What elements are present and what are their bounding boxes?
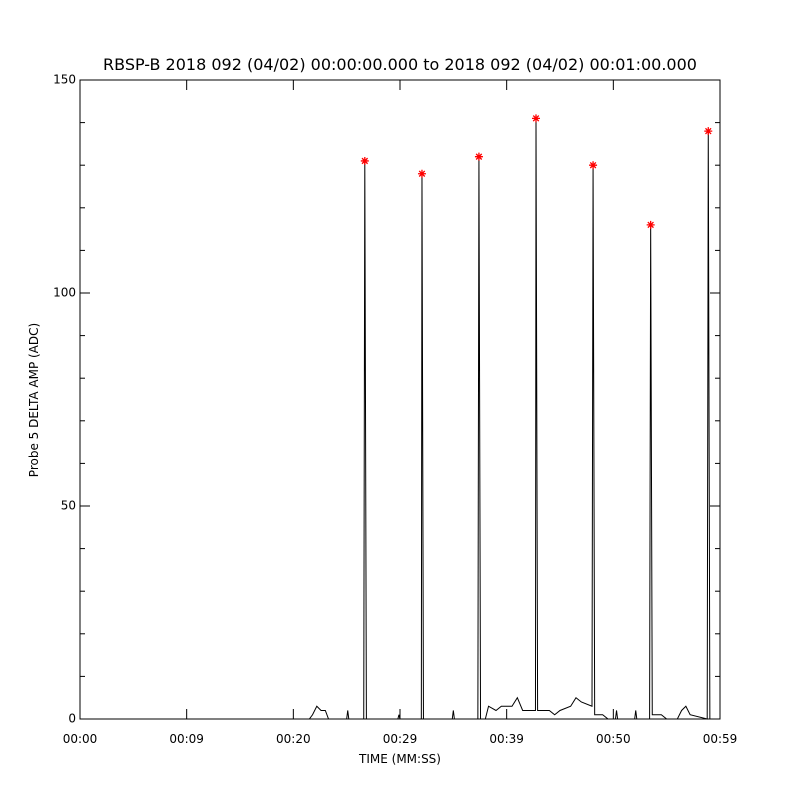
x-tick-label: 00:09 bbox=[169, 732, 204, 746]
peak-marker bbox=[704, 127, 713, 136]
y-tick-label: 100 bbox=[53, 286, 76, 300]
peak-marker bbox=[474, 152, 483, 161]
x-tick-label: 00:29 bbox=[383, 732, 418, 746]
peak-marker bbox=[417, 169, 426, 178]
x-tick-label: 00:00 bbox=[63, 732, 98, 746]
x-tick-label: 00:20 bbox=[276, 732, 311, 746]
x-axis-label: TIME (MM:SS) bbox=[358, 752, 441, 766]
y-tick-label: 50 bbox=[61, 499, 76, 513]
plot-frame bbox=[79, 79, 721, 720]
x-tick-label: 00:39 bbox=[489, 732, 524, 746]
data-line bbox=[80, 118, 720, 720]
y-tick-label: 150 bbox=[53, 73, 76, 87]
chart-title: RBSP-B 2018 092 (04/02) 00:00:00.000 to … bbox=[103, 55, 697, 74]
x-tick-label: 00:50 bbox=[596, 732, 631, 746]
peak-marker bbox=[646, 220, 655, 229]
y-tick-label: 0 bbox=[68, 712, 76, 726]
peak-marker bbox=[589, 161, 598, 170]
y-axis-label: Probe 5 DELTA AMP (ADC) bbox=[27, 323, 41, 477]
peak-marker bbox=[360, 156, 369, 165]
peak-marker bbox=[532, 114, 540, 123]
x-tick-label: 00:59 bbox=[703, 732, 738, 746]
